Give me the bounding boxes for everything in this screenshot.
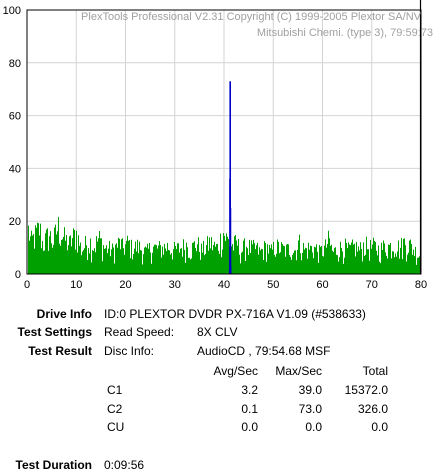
x-tick-label: 0 bbox=[24, 279, 30, 291]
col-avg-header: Avg/Sec bbox=[213, 364, 258, 378]
x-tick-label: 40 bbox=[218, 279, 230, 291]
x-tick-label: 10 bbox=[70, 279, 82, 291]
test-duration-label: Test Duration bbox=[15, 458, 92, 472]
row-c1-name: C1 bbox=[107, 383, 123, 397]
disc-info-label: Disc Info: bbox=[104, 344, 155, 358]
c1-bars bbox=[28, 217, 421, 274]
row-c2-total: 326.0 bbox=[357, 402, 388, 416]
y-tick-label: 20 bbox=[9, 216, 21, 228]
col-max-header: Max/Sec bbox=[275, 364, 322, 378]
read-speed-value: 8X CLV bbox=[197, 325, 238, 339]
y-tick-label: 80 bbox=[9, 58, 21, 70]
row-cu-avg: 0.0 bbox=[241, 420, 258, 434]
header-copyright: PlexTools Professional V2.31 Copyright (… bbox=[81, 11, 422, 23]
c2-bar bbox=[229, 81, 232, 274]
row-cu-name: CU bbox=[107, 420, 125, 434]
y-tick-label: 40 bbox=[9, 163, 21, 175]
read-speed-label: Read Speed: bbox=[104, 325, 175, 339]
row-cu-total: 0.0 bbox=[371, 420, 388, 434]
c1-c2-error-chart: 0 10 20 30 40 50 60 70 80 0 20 40 60 80 100 PlexTools … bbox=[3, 0, 433, 291]
drive-info-label: Drive Info bbox=[36, 307, 92, 321]
row-c2-max: 73.0 bbox=[298, 402, 322, 416]
row-c2-avg: 0.1 bbox=[241, 402, 258, 416]
row-c1-max: 39.0 bbox=[298, 383, 322, 397]
x-tick-label: 50 bbox=[267, 279, 279, 291]
x-tick-label: 20 bbox=[119, 279, 131, 291]
c2-bars bbox=[228, 81, 232, 274]
x-tick-label: 60 bbox=[316, 279, 328, 291]
grid bbox=[26, 9, 422, 275]
y-tick-label: 60 bbox=[9, 111, 21, 123]
disc-info-value: AudioCD , 79:54.68 MSF bbox=[197, 344, 331, 358]
y-tick-label: 100 bbox=[3, 5, 21, 17]
test-duration-value: 0:09:56 bbox=[104, 458, 145, 472]
header-disc-id: Mitsubishi Chemi. (type 3), 79:59:73 bbox=[257, 27, 433, 39]
test-settings-label: Test Settings bbox=[17, 325, 92, 339]
axis-ticks: 0 10 20 30 40 50 60 70 80 0 20 40 60 80 100 bbox=[3, 5, 427, 291]
x-tick-label: 80 bbox=[415, 279, 427, 291]
row-cu-max: 0.0 bbox=[305, 420, 322, 434]
plot-frame bbox=[26, 9, 422, 275]
row-c2-name: C2 bbox=[107, 402, 123, 416]
col-total-header: Total bbox=[362, 364, 388, 378]
c2-bar bbox=[229, 208, 232, 274]
x-tick-label: 70 bbox=[366, 279, 378, 291]
chart-svg: 0 10 20 30 40 50 60 70 80 0 20 40 60 80 100 PlexTools … bbox=[3, 0, 433, 291]
row-c1-avg: 3.2 bbox=[241, 383, 258, 397]
test-result-label: Test Result bbox=[28, 344, 92, 358]
drive-info-value: ID:0 PLEXTOR DVDR PX-716A V1.09 (#538633… bbox=[104, 307, 366, 321]
x-tick-label: 30 bbox=[169, 279, 181, 291]
row-c1-total: 15372.0 bbox=[344, 383, 388, 397]
c2-bar bbox=[229, 266, 232, 274]
y-tick-label: 0 bbox=[15, 269, 21, 281]
